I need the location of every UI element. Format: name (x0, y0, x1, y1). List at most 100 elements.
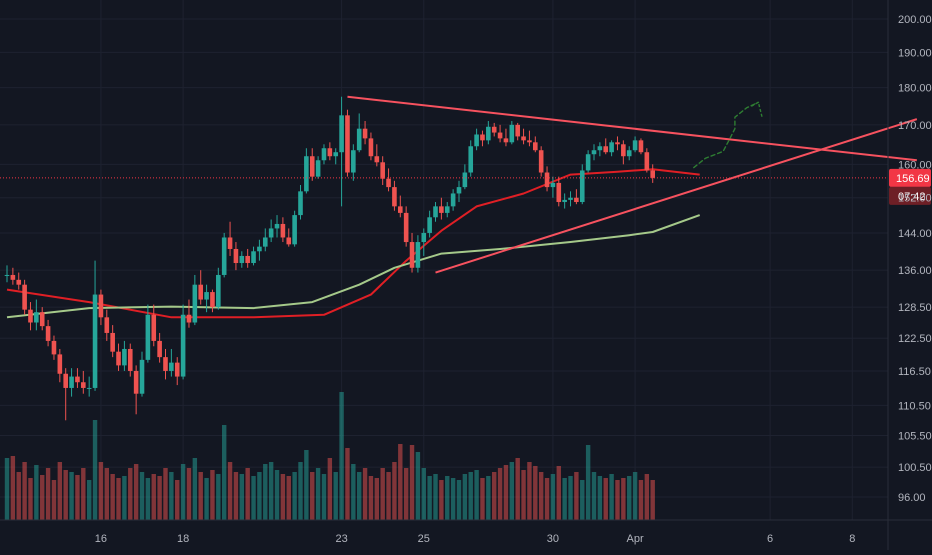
candle-body[interactable] (245, 255, 250, 264)
candle-body[interactable] (198, 284, 204, 300)
candle-body[interactable] (98, 294, 104, 318)
candle-body[interactable] (415, 242, 421, 268)
candle-body[interactable] (292, 215, 297, 245)
candle-body[interactable] (386, 178, 391, 188)
candle-body[interactable] (603, 146, 609, 153)
candle-body[interactable] (327, 148, 333, 157)
candle-body[interactable] (638, 140, 644, 153)
candle-body[interactable] (368, 138, 374, 157)
candle-body[interactable] (356, 128, 362, 151)
candle-body[interactable] (650, 170, 655, 178)
candle-body[interactable] (579, 170, 585, 203)
candle-body[interactable] (333, 152, 339, 157)
candle-body[interactable] (421, 232, 427, 243)
candle-body[interactable] (133, 370, 139, 394)
candle-body[interactable] (239, 255, 245, 264)
candle-body[interactable] (374, 156, 380, 163)
candle-body[interactable] (274, 223, 280, 229)
candle-body[interactable] (409, 242, 415, 268)
candle-body[interactable] (227, 237, 233, 249)
candle-body[interactable] (251, 251, 256, 264)
candle-body[interactable] (268, 228, 274, 238)
candle-body[interactable] (262, 237, 268, 247)
candle-body[interactable] (321, 148, 327, 161)
candle-body[interactable] (257, 246, 262, 252)
candle-body[interactable] (345, 115, 350, 173)
candle-body[interactable] (216, 274, 221, 308)
candle-body[interactable] (380, 162, 385, 179)
candle-body[interactable] (585, 154, 591, 171)
candle-body[interactable] (632, 140, 638, 151)
candle-body[interactable] (397, 206, 403, 213)
candlesticks[interactable] (4, 96, 655, 421)
candle-body[interactable] (204, 292, 209, 300)
candle-body[interactable] (527, 140, 532, 143)
time-axis[interactable]: 16 18 23 25 30 Apr 6 8 (0, 519, 932, 545)
price-axis[interactable]: 200.00 190.00 180.00 170.00 160.00 152.00 144.… (887, 0, 932, 550)
candle-body[interactable] (233, 248, 239, 264)
candle-body[interactable] (127, 348, 133, 371)
candle-body[interactable] (4, 274, 10, 276)
candle-body[interactable] (69, 376, 74, 388)
candle-body[interactable] (174, 362, 180, 377)
candle-body[interactable] (503, 138, 509, 143)
drawings[interactable] (347, 95, 918, 274)
candle-body[interactable] (521, 136, 526, 141)
candle-body[interactable] (45, 326, 51, 341)
candle-body[interactable] (151, 314, 157, 341)
candle-body[interactable] (480, 134, 485, 141)
candle-body[interactable] (286, 237, 292, 245)
candle-body[interactable] (34, 312, 39, 323)
candle-body[interactable] (39, 312, 45, 327)
candle-body[interactable] (145, 314, 151, 360)
candle-body[interactable] (92, 294, 98, 388)
candle-body[interactable] (621, 144, 626, 157)
candle-body[interactable] (562, 199, 567, 203)
candle-body[interactable] (538, 150, 544, 173)
candle-body[interactable] (180, 314, 186, 377)
candle-body[interactable] (556, 182, 562, 203)
candle-body[interactable] (304, 156, 309, 192)
candle-body[interactable] (468, 146, 474, 173)
candle-body[interactable] (110, 332, 115, 352)
candle-body[interactable] (450, 193, 456, 207)
candle-body[interactable] (574, 197, 579, 203)
candle-body[interactable] (75, 376, 80, 383)
candle-body[interactable] (104, 317, 110, 333)
candle-body[interactable] (28, 309, 33, 323)
candle-body[interactable] (462, 172, 468, 188)
candle-body[interactable] (486, 126, 491, 141)
candle-body[interactable] (515, 124, 520, 137)
candle-body[interactable] (186, 314, 192, 323)
candle-body[interactable] (169, 362, 174, 371)
candle-body[interactable] (116, 351, 121, 366)
candle-body[interactable] (139, 359, 145, 394)
candle-body[interactable] (550, 182, 556, 188)
candle-body[interactable] (63, 373, 68, 388)
candle-body[interactable] (615, 142, 620, 145)
candle-body[interactable] (626, 150, 632, 157)
candle-body[interactable] (609, 142, 614, 153)
candle-body[interactable] (533, 142, 538, 151)
candle-body[interactable] (644, 152, 650, 171)
candle-body[interactable] (456, 187, 462, 194)
candle-body[interactable] (280, 223, 286, 238)
candle-body[interactable] (221, 237, 227, 275)
candle-body[interactable] (16, 279, 22, 285)
candle-body[interactable] (433, 206, 438, 218)
candle-body[interactable] (544, 172, 550, 188)
candle-body[interactable] (163, 357, 168, 371)
lower-trendline[interactable] (435, 118, 918, 274)
candle-body[interactable] (122, 348, 127, 366)
candle-body[interactable] (444, 206, 450, 213)
candle-body[interactable] (491, 126, 497, 133)
candle-body[interactable] (403, 212, 409, 243)
candle-body[interactable] (597, 146, 603, 151)
candle-body[interactable] (309, 156, 315, 177)
candle-body[interactable] (157, 340, 162, 358)
candle-body[interactable] (497, 132, 503, 139)
candle-body[interactable] (57, 354, 63, 374)
candle-body[interactable] (427, 217, 432, 233)
candle-body[interactable] (10, 274, 16, 280)
